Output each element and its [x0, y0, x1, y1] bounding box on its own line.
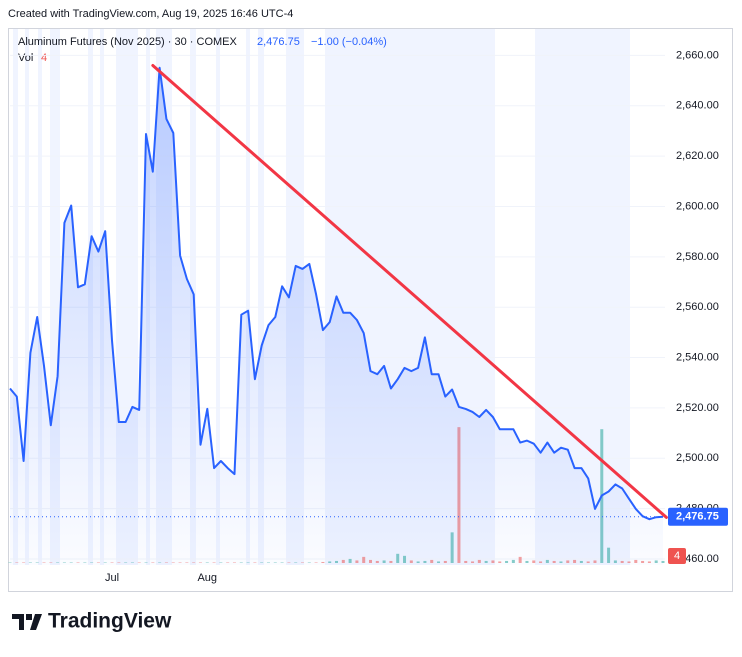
price-area: [10, 67, 663, 566]
y-tick-label: 2,580.00: [676, 251, 719, 263]
x-tick-label: Aug: [197, 572, 217, 584]
price-change: −1.00 (−0.04%): [311, 36, 387, 48]
symbol-title: Aluminum Futures (Nov 2025) · 30 · COMEX: [18, 36, 238, 48]
last-price: 2,476.75: [257, 36, 300, 48]
y-tick-label: 2,660.00: [676, 49, 719, 61]
y-tick-label: 2,500.00: [676, 452, 719, 464]
y-tick-label: 2,600.00: [676, 200, 719, 212]
y-tick-label: 2,520.00: [676, 402, 719, 414]
y-tick-label: 2,540.00: [676, 351, 719, 363]
price-badge-text: 2,476.75: [676, 511, 719, 523]
logo: TradingView: [12, 610, 172, 633]
y-tick-label: 2,460.00: [676, 553, 719, 565]
volume-badge-text: 4: [674, 550, 680, 562]
volume-value: 4: [41, 52, 47, 64]
volume-badge: [668, 548, 686, 564]
y-tick-label: 2,620.00: [676, 150, 719, 162]
frame: [8, 28, 733, 592]
y-tick-label: 2,560.00: [676, 301, 719, 313]
logo-text: TradingView: [48, 610, 172, 633]
price-badge: [668, 507, 728, 526]
volume-label: Vol: [18, 52, 33, 64]
y-tick-label: 2,640.00: [676, 100, 719, 112]
x-tick-label: Jul: [105, 572, 119, 584]
trendline: [151, 64, 668, 519]
price-line: [9, 66, 664, 521]
created-note: Created with TradingView.com, Aug 19, 20…: [8, 8, 293, 20]
